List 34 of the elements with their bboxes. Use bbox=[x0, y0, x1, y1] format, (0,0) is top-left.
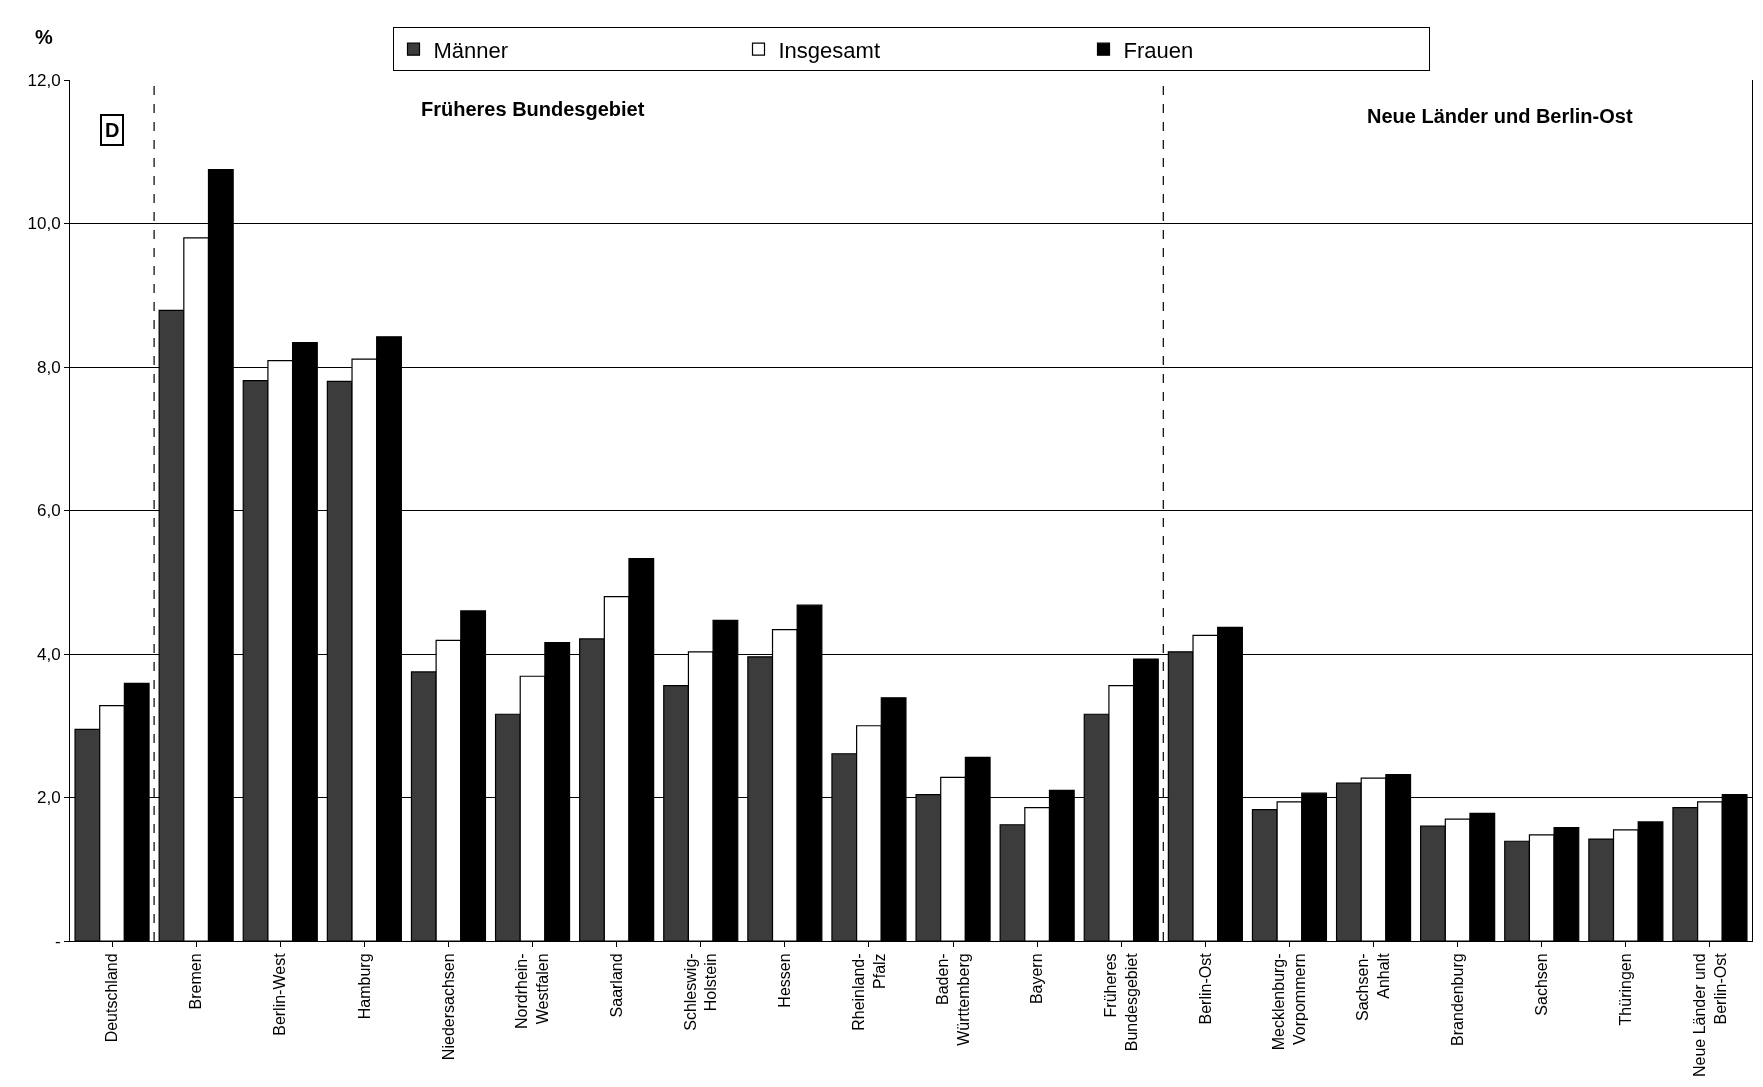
x-tick-label: Niedersachsen bbox=[439, 953, 457, 1061]
x-tick-label: Hessen bbox=[776, 953, 794, 1008]
x-tick-label: Brandenburg bbox=[1448, 953, 1466, 1046]
y-tick-label: 2,0 bbox=[36, 788, 61, 808]
x-tick-label: Mecklenburg- Vorpommern bbox=[1270, 953, 1309, 1051]
x-tick-label: Berlin-West bbox=[271, 952, 289, 1036]
x-tick-label: Saarland bbox=[607, 953, 625, 1018]
y-axis-title: % bbox=[35, 26, 53, 48]
x-tick-label: Neue Länder und Berlin-Ost bbox=[1690, 952, 1729, 1078]
x-tick-label: Bremen bbox=[187, 953, 205, 1010]
y-tick-label: 6,0 bbox=[36, 501, 61, 521]
x-tick-label: Sachsen bbox=[1532, 953, 1550, 1016]
legend-label: Frauen bbox=[1123, 37, 1194, 63]
x-tick-label: Nordrhein- Westfalen bbox=[513, 953, 552, 1029]
y-tick-label: 4,0 bbox=[36, 644, 61, 664]
x-tick-label: Sachsen- Anhalt bbox=[1354, 952, 1393, 1021]
y-tick-label: 12,0 bbox=[27, 70, 61, 90]
y-tick-label: - bbox=[54, 931, 61, 951]
x-tick-label: Früheres Bundesgebiet bbox=[1102, 952, 1140, 1052]
x-tick-label: Berlin-Ost bbox=[1196, 952, 1214, 1025]
y-tick-label: 10,0 bbox=[27, 214, 61, 234]
x-tick-label: Bayern bbox=[1028, 953, 1046, 1005]
annotation: Neue Länder und Berlin-Ost bbox=[1367, 105, 1633, 127]
x-tick-label: Rheinland- Pfalz bbox=[849, 953, 888, 1031]
annotation: Früheres Bundesgebiet bbox=[421, 98, 645, 120]
annotation: D bbox=[105, 119, 120, 141]
x-tick-label: Schleswig- Holstein bbox=[681, 953, 720, 1031]
y-tick-label: 8,0 bbox=[36, 357, 61, 377]
legend-label: Männer bbox=[433, 37, 509, 63]
x-tick-label: Deutschland bbox=[103, 953, 121, 1043]
x-tick-label: Thüringen bbox=[1617, 953, 1635, 1026]
x-tick-label: Baden- Württemberg bbox=[933, 953, 972, 1046]
legend-label: Insgesamt bbox=[778, 37, 880, 63]
x-tick-label: Hamburg bbox=[355, 953, 373, 1020]
